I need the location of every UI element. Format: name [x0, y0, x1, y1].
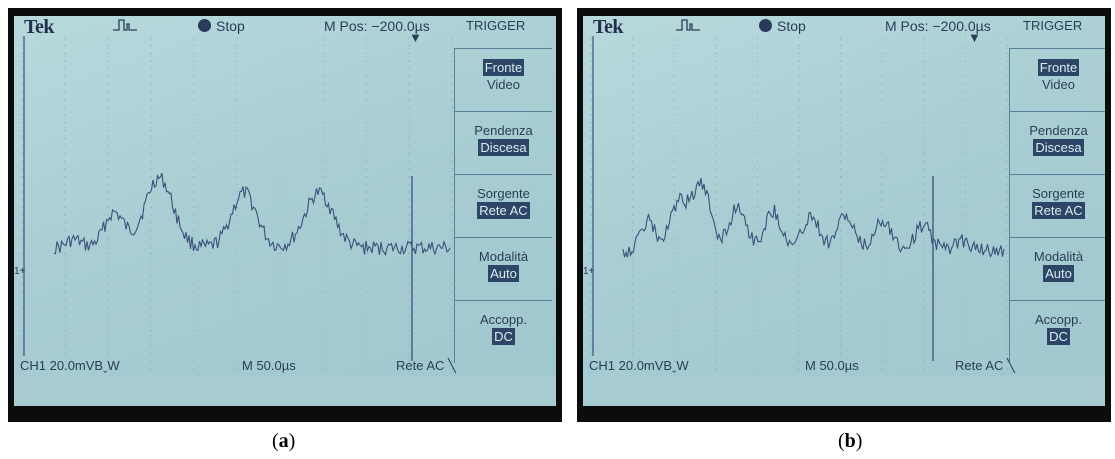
horizontal-position: M Pos: −200.0µs [324, 18, 430, 34]
oscilloscope-b: Tek Stop M Pos: −200.0µs TRIGGER ▼ Front… [577, 8, 1111, 422]
menu-label: Pendenza [474, 123, 533, 138]
menu-value: Discesa [478, 139, 529, 156]
signal-trace [622, 177, 1005, 259]
menu-value: Rete AC [477, 202, 530, 219]
oscilloscope-a: Tek Stop M Pos: −200.0µs TRIGGER ▼ Front… [8, 8, 562, 422]
trigger-menu-a: Fronte Video Pendenza Discesa Sorgente R… [454, 48, 552, 363]
menu-value: DC [492, 328, 515, 345]
menu-value: Fronte [1037, 59, 1080, 76]
waveform-display-b [590, 36, 1008, 378]
trigger-menu-title: TRIGGER [466, 18, 526, 33]
bezel-strip [14, 376, 556, 406]
status-bar-a: Tek Stop M Pos: −200.0µs TRIGGER ▼ [14, 16, 556, 45]
menu-item-sorgente[interactable]: Sorgente Rete AC [1009, 174, 1105, 237]
timebase: M 50.0µs [242, 358, 296, 373]
menu-label: Accopp. [480, 312, 527, 327]
menu-value: Fronte [482, 59, 525, 76]
menu-item-modalita[interactable]: Modalità Auto [454, 237, 552, 300]
down-arrow-icon: ▼ [968, 30, 981, 45]
run-status: Stop [777, 18, 806, 34]
scope-screen-a: Tek Stop M Pos: −200.0µs TRIGGER ▼ Front… [14, 16, 556, 406]
menu-item-pendenza[interactable]: Pendenza Discesa [1009, 111, 1105, 174]
menu-value: Auto [1043, 265, 1074, 282]
pulse-icon [676, 19, 700, 31]
menu-value: DC [1047, 328, 1070, 345]
run-status: Stop [216, 18, 245, 34]
menu-label: Pendenza [1029, 123, 1088, 138]
menu-item-fronte[interactable]: Fronte Video [1009, 48, 1105, 111]
horizontal-position: M Pos: −200.0µs [885, 18, 991, 34]
bezel-strip [583, 376, 1105, 406]
graticule [21, 37, 453, 378]
caption-b: (b) [838, 430, 863, 452]
menu-value: Discesa [1033, 139, 1084, 156]
menu-value: Rete AC [1032, 202, 1085, 219]
menu-item-sorgente[interactable]: Sorgente Rete AC [454, 174, 552, 237]
stop-dot-icon [198, 19, 211, 32]
brand-logo: Tek [24, 16, 55, 38]
status-bar-b: Tek Stop M Pos: −200.0µs TRIGGER ▼ [583, 16, 1105, 45]
readout-bar-b: CH1 20.0mVBˬW M 50.0µs Rete AC ╲ [583, 358, 1105, 376]
menu-label: Modalità [1033, 249, 1084, 264]
down-arrow-icon: ▼ [409, 30, 422, 45]
channel-marker: 1+ [583, 266, 595, 277]
menu-label: Video [486, 77, 520, 92]
brand-logo: Tek [593, 16, 624, 38]
menu-label: Accopp. [1035, 312, 1082, 327]
trigger-menu-title: TRIGGER [1023, 18, 1083, 33]
menu-item-accopp[interactable]: Accopp. DC [1009, 300, 1105, 363]
menu-value: Auto [488, 265, 519, 282]
channel-marker: 1+ [14, 266, 26, 277]
menu-item-modalita[interactable]: Modalità Auto [1009, 237, 1105, 300]
timebase: M 50.0µs [805, 358, 859, 373]
graticule [590, 37, 1008, 378]
stop-dot-icon [759, 19, 772, 32]
readout-bar-a: CH1 20.0mVBˬW M 50.0µs Rete AC ╲ [14, 358, 556, 376]
waveform-display-a [21, 36, 453, 378]
trigger-source: Rete AC ╲ [955, 358, 1015, 373]
menu-label: Modalità [478, 249, 529, 264]
menu-item-pendenza[interactable]: Pendenza Discesa [454, 111, 552, 174]
channel-scale: CH1 20.0mVBˬW [589, 358, 689, 373]
trigger-source: Rete AC ╲ [396, 358, 456, 373]
menu-item-accopp[interactable]: Accopp. DC [454, 300, 552, 363]
channel-scale: CH1 20.0mVBˬW [20, 358, 120, 373]
trigger-menu-b: Fronte Video Pendenza Discesa Sorgente R… [1009, 48, 1105, 363]
menu-label: Video [1041, 77, 1075, 92]
signal-trace [53, 172, 451, 257]
menu-item-fronte[interactable]: Fronte Video [454, 48, 552, 111]
menu-label: Sorgente [477, 186, 530, 201]
pulse-icon [113, 19, 137, 31]
scope-screen-b: Tek Stop M Pos: −200.0µs TRIGGER ▼ Front… [583, 16, 1105, 406]
caption-a: (a) [272, 430, 296, 452]
menu-label: Sorgente [1032, 186, 1085, 201]
